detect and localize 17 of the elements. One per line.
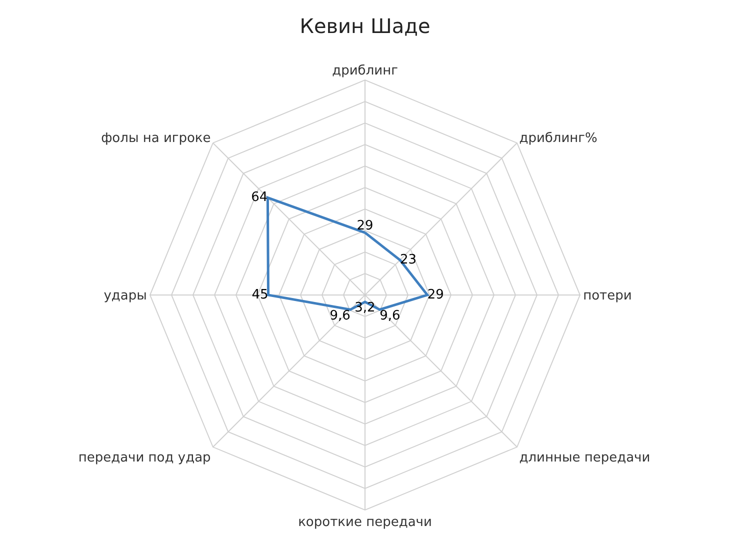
text: 45 bbox=[252, 287, 268, 302]
text: 23 bbox=[400, 252, 417, 268]
spoke-label: дриблинг% bbox=[519, 131, 598, 146]
spoke-label: передачи под удар bbox=[78, 450, 211, 466]
spoke-label: длинные передачи bbox=[519, 450, 650, 466]
spoke-label: фолы на игроке bbox=[101, 131, 211, 146]
spoke-label: удары bbox=[104, 288, 147, 304]
text: 9,6 bbox=[380, 308, 400, 324]
spoke-label: потери bbox=[583, 288, 632, 304]
spoke-label: короткие передачи bbox=[298, 515, 432, 530]
chart-title: Кевин Шаде bbox=[300, 14, 430, 38]
text: 29 bbox=[356, 218, 374, 234]
text: 64 bbox=[251, 190, 268, 205]
text: 3,2 bbox=[354, 300, 376, 316]
text: 9,6 bbox=[330, 308, 350, 324]
spoke-label: дриблинг bbox=[332, 63, 398, 78]
text: 29 bbox=[427, 287, 444, 302]
